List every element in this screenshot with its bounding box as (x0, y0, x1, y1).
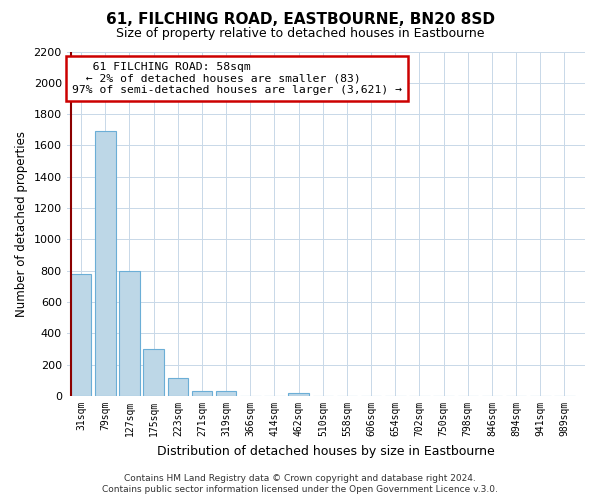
X-axis label: Distribution of detached houses by size in Eastbourne: Distribution of detached houses by size … (157, 444, 495, 458)
Bar (95, 132, 116, 396)
Text: Contains HM Land Registry data © Crown copyright and database right 2024.
Contai: Contains HM Land Registry data © Crown c… (102, 474, 498, 494)
Bar (119, 271, 140, 396)
Bar (192, 390, 212, 396)
Bar (289, 393, 309, 396)
Bar (143, 349, 164, 396)
Text: 61 FILCHING ROAD: 58sqm
  ← 2% of detached houses are smaller (83)
97% of semi-d: 61 FILCHING ROAD: 58sqm ← 2% of detached… (72, 62, 402, 95)
Text: 61, FILCHING ROAD, EASTBOURNE, BN20 8SD: 61, FILCHING ROAD, EASTBOURNE, BN20 8SD (106, 12, 494, 28)
Bar (71, 274, 91, 396)
Text: Size of property relative to detached houses in Eastbourne: Size of property relative to detached ho… (116, 28, 484, 40)
Bar (167, 378, 188, 396)
Y-axis label: Number of detached properties: Number of detached properties (15, 131, 28, 317)
Bar (216, 392, 236, 396)
